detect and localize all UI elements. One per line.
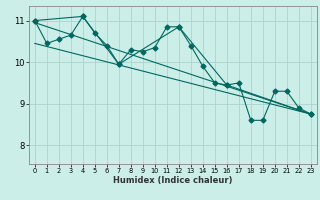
X-axis label: Humidex (Indice chaleur): Humidex (Indice chaleur) bbox=[113, 176, 233, 185]
